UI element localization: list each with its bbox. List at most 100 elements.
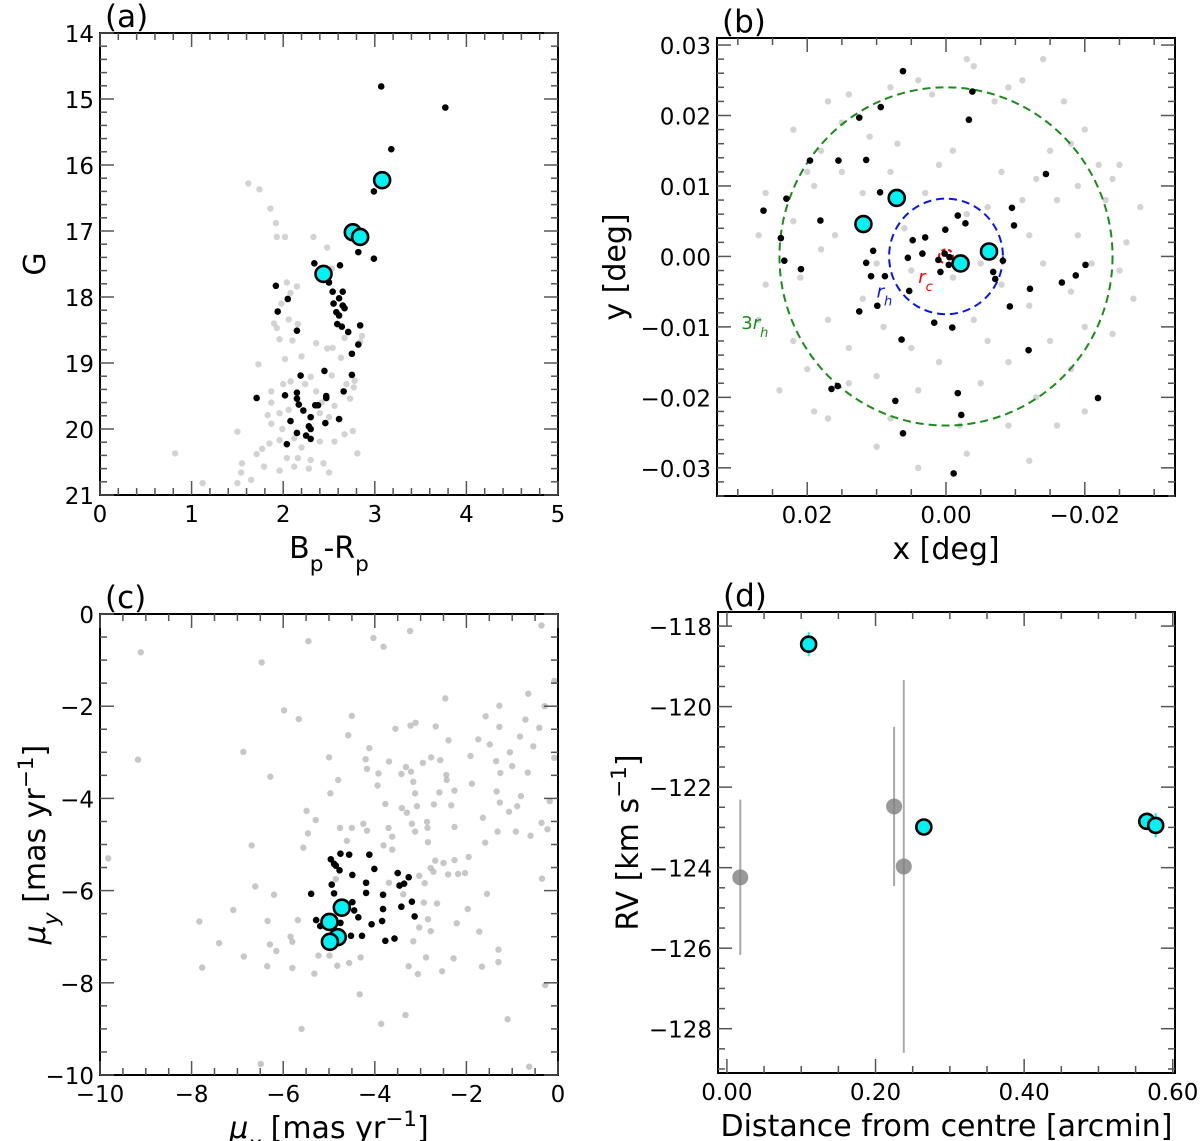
- panel-a: 0 1 2 3 4 5 14 15 16 17 18 19 20 21 Bp-Rp G (a): [18, 0, 565, 577]
- field-star-point: [402, 763, 410, 771]
- candidate-star-point: [1010, 222, 1018, 229]
- field-star-point: [465, 853, 472, 861]
- field-star-point: [963, 55, 971, 63]
- candidate-star-point: [355, 341, 362, 348]
- candidate-star-point: [366, 851, 373, 858]
- rv-nonmember-point: [732, 869, 749, 886]
- candidate-star-point: [349, 871, 356, 879]
- candidate-star-point: [862, 156, 870, 164]
- field-star-point: [281, 233, 289, 241]
- field-star-point: [294, 916, 302, 924]
- field-star-point: [358, 332, 366, 340]
- field-star-point: [1095, 161, 1102, 169]
- field-star-point: [362, 756, 369, 763]
- y-tick-label: −122: [649, 776, 712, 802]
- candidate-star-point: [362, 879, 370, 887]
- field-star-point: [970, 62, 977, 70]
- field-star-point: [838, 168, 846, 176]
- field-star-point: [538, 622, 545, 629]
- field-star-point: [450, 955, 457, 962]
- field-star-point: [325, 754, 333, 761]
- field-star-point: [817, 147, 825, 154]
- field-star-point: [451, 823, 458, 831]
- field-star-point: [1005, 358, 1012, 366]
- candidate-star-point: [297, 372, 304, 379]
- x-tick-label: 0.02: [782, 503, 833, 529]
- x-axis-label: x [deg]: [892, 532, 999, 567]
- field-star-point: [294, 454, 302, 462]
- radius-circle-rh: [888, 197, 1004, 316]
- field-star-point: [887, 84, 894, 91]
- field-star-point: [276, 467, 283, 474]
- x-tick-label: 0.20: [850, 1080, 901, 1106]
- field-star-point: [817, 246, 825, 253]
- field-star-point: [998, 281, 1005, 288]
- y-axis-label-part: G: [18, 252, 53, 275]
- field-star-point: [408, 820, 416, 827]
- field-star-point: [398, 804, 406, 812]
- candidate-star-point: [330, 890, 338, 897]
- field-star-point: [171, 450, 179, 457]
- candidate-star-point: [379, 891, 387, 899]
- candidate-star-point: [904, 254, 912, 262]
- field-star-point: [255, 361, 262, 368]
- member-star-point: [979, 242, 999, 261]
- field-star-point: [427, 927, 434, 935]
- field-star-point: [305, 637, 312, 645]
- field-star-point: [307, 456, 314, 464]
- field-star-point: [421, 880, 428, 887]
- field-star-point: [260, 463, 268, 470]
- field-star-point: [283, 279, 291, 286]
- field-star-point: [497, 769, 504, 777]
- field-star-point: [430, 801, 438, 808]
- field-star-point: [198, 964, 206, 971]
- field-star-point: [505, 808, 513, 815]
- field-star-point: [908, 344, 915, 352]
- field-star-point: [432, 857, 439, 864]
- x-tick-label: 1: [184, 502, 199, 528]
- field-star-point: [1081, 408, 1088, 415]
- field-star-point: [1019, 196, 1026, 204]
- field-star-point: [410, 938, 417, 945]
- candidate-star-point: [999, 257, 1007, 264]
- field-star-point: [196, 918, 203, 925]
- field-star-point: [374, 782, 381, 789]
- y-tick-label: 0.01: [660, 175, 711, 201]
- field-star-point: [1109, 330, 1116, 338]
- field-star-point: [356, 991, 363, 998]
- y-axis-label: μy [mas yr−1]: [14, 745, 64, 946]
- candidate-star-point: [817, 217, 824, 224]
- candidate-star-point: [954, 389, 962, 397]
- radius-label-3rh-part: h: [760, 326, 768, 341]
- field-star-point: [755, 232, 762, 239]
- field-star-point: [1053, 422, 1061, 429]
- field-star-point: [311, 970, 318, 977]
- field-star-point: [424, 838, 432, 846]
- field-star-point: [414, 970, 422, 978]
- field-star-point: [451, 856, 458, 864]
- y-tick-label: −0.03: [641, 457, 711, 483]
- field-star-point: [963, 210, 971, 218]
- field-star-point: [525, 1063, 533, 1070]
- panel-label: (b): [722, 4, 766, 40]
- field-star-point: [273, 233, 280, 241]
- candidate-star-point: [307, 435, 314, 443]
- field-star-point: [301, 380, 309, 388]
- candidate-star-point: [362, 889, 370, 897]
- field-star-point: [776, 387, 783, 394]
- field-star-point: [949, 274, 957, 281]
- candidate-star-point: [905, 287, 913, 295]
- candidate-star-point: [930, 319, 938, 326]
- field-star-point: [1033, 175, 1040, 183]
- x-tick-label: −0.02: [1050, 503, 1120, 529]
- candidate-star-point: [330, 300, 337, 307]
- field-star-point: [298, 353, 305, 360]
- field-star-point: [341, 334, 348, 342]
- field-star-point: [437, 756, 444, 764]
- candidate-star-point: [991, 275, 999, 283]
- field-star-point: [279, 425, 286, 433]
- field-star-point: [483, 890, 491, 898]
- field-star-point: [360, 820, 367, 827]
- x-axis-label-part: −1: [385, 1107, 417, 1132]
- field-star-point: [522, 716, 529, 723]
